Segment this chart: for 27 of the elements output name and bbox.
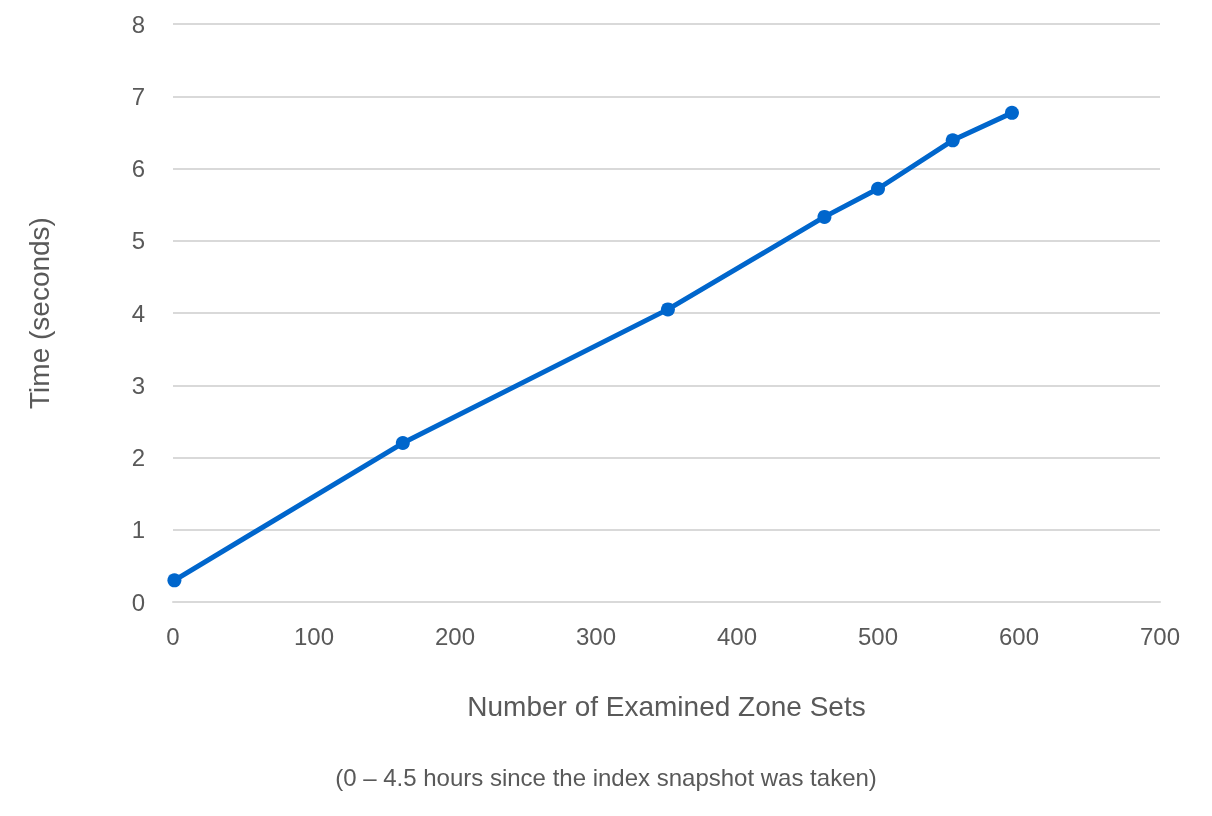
point (817, 209, 832, 224)
x-tick-label: 200 (434, 622, 476, 650)
y-tick-label: 3 (131, 371, 145, 399)
x-tick-label: 700 (1139, 622, 1181, 650)
point (871, 181, 885, 196)
point (395, 436, 410, 451)
point (167, 573, 182, 588)
y-tick-label: 7 (131, 82, 145, 110)
text: (0 – 4.5 hours since the index snapshot was taken) (335, 763, 877, 791)
x-tick-label: 400 (716, 622, 758, 650)
point (1004, 105, 1019, 120)
point (945, 133, 960, 148)
x-tick-label: 300 (575, 622, 617, 650)
x-axis-title: Number of Examined Zone Sets (467, 690, 866, 722)
y-tick-label: 0 (131, 588, 145, 616)
x-tick-label: 100 (293, 622, 335, 650)
y-tick-label: 4 (131, 299, 145, 327)
y-tick-label: 1 (131, 516, 145, 544)
x-tick-label: 600 (998, 622, 1040, 650)
x-tick-label: 500 (857, 622, 899, 650)
point (660, 302, 675, 317)
y-tick-label: 5 (131, 227, 145, 255)
y-tick-label: 8 (131, 10, 145, 38)
y-tick-label: 2 (131, 444, 145, 471)
y-axis-title: Time (seconds) (23, 217, 55, 409)
y-tick-label: 6 (131, 155, 145, 182)
x-tick-label: 0 (166, 622, 180, 650)
